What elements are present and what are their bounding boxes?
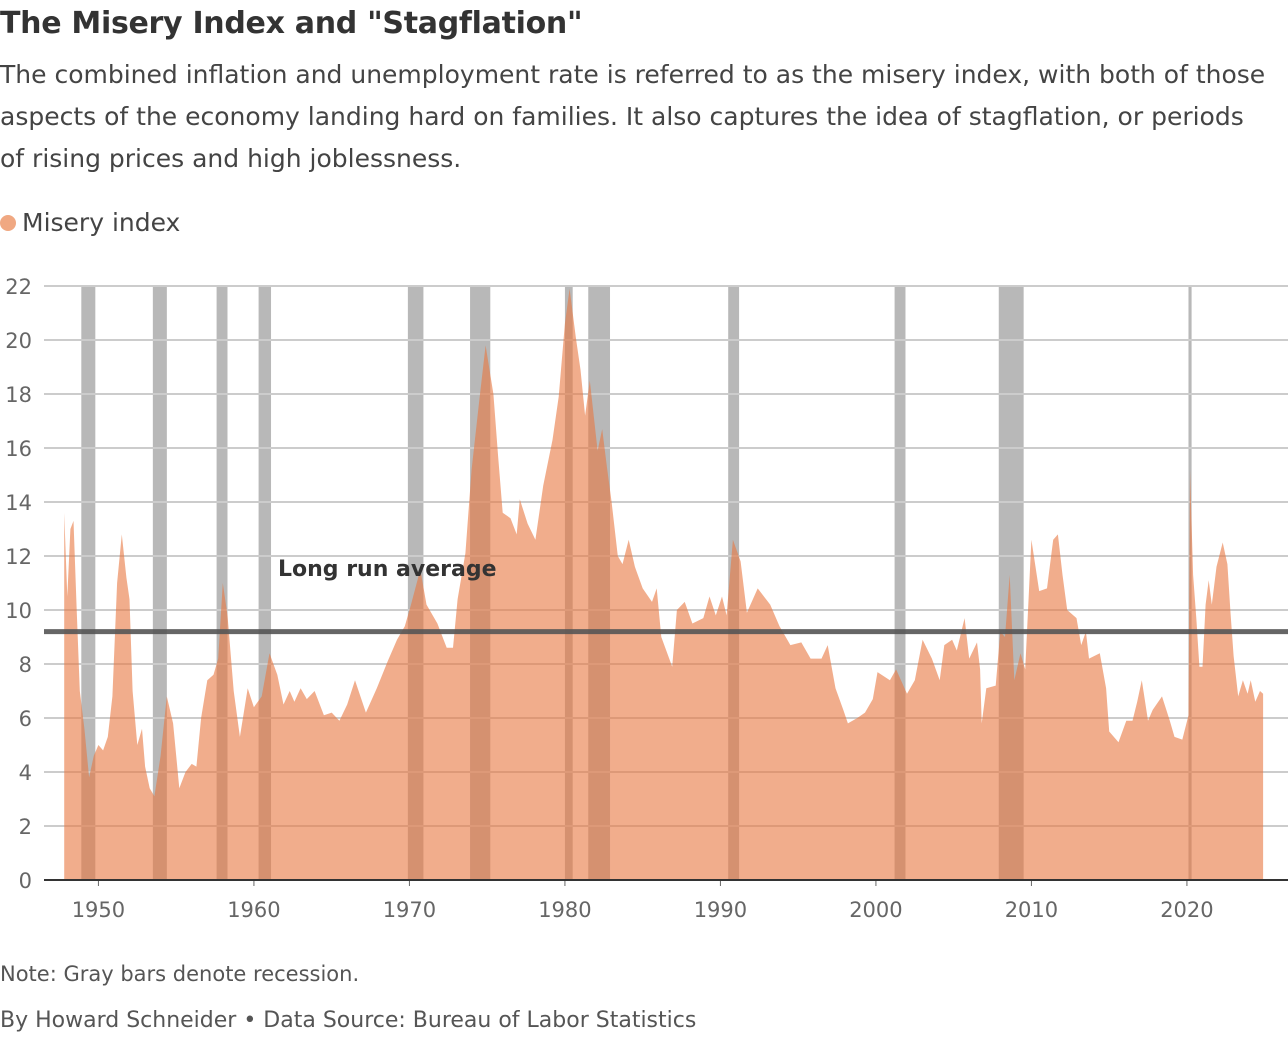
y-tick-label: 20 — [5, 329, 32, 353]
recession-bar — [894, 286, 906, 880]
y-tick-label: 2 — [19, 815, 32, 839]
legend-label: Misery index — [22, 208, 181, 237]
y-tick-label: 22 — [5, 275, 32, 299]
area-series — [64, 288, 1264, 880]
footnote: Note: Gray bars denote recession. — [0, 962, 360, 986]
y-tick-label: 18 — [5, 383, 32, 407]
x-tick-label: 2000 — [849, 898, 902, 922]
chart-title: The Misery Index and "Stagflation" — [0, 6, 583, 41]
y-tick-label: 4 — [19, 761, 32, 785]
x-tick-label: 1960 — [227, 898, 280, 922]
x-tick-label: 1950 — [72, 898, 125, 922]
y-tick-label: 16 — [5, 437, 32, 461]
y-tick-label: 6 — [19, 707, 32, 731]
x-tick-label: 1980 — [538, 898, 591, 922]
long-run-average-label: Long run average — [278, 557, 497, 582]
byline: By Howard Schneider • Data Source: Burea… — [0, 1008, 697, 1033]
axes: 0 2 4 6 8 10 12 14 16 18 20 22 1950 1960 1970 1980 1990 2… — [5, 275, 1288, 922]
recession-bar — [81, 286, 96, 880]
y-tick-label: 12 — [5, 545, 32, 569]
recession-bar — [216, 286, 228, 880]
misery-index-area — [64, 288, 1264, 880]
x-tick-label: 1970 — [383, 898, 436, 922]
x-tick-label: 1990 — [694, 898, 747, 922]
reference-line-group: Long run average — [44, 557, 1288, 635]
y-tick-label: 8 — [19, 653, 32, 677]
x-tick-label: 2010 — [1005, 898, 1058, 922]
y-tick-label: 14 — [5, 491, 32, 515]
legend: Misery index — [0, 208, 180, 237]
x-tick-label: 2020 — [1160, 898, 1213, 922]
y-tick-label: 0 — [19, 869, 32, 893]
y-tick-label: 10 — [5, 599, 32, 623]
legend-swatch — [0, 214, 16, 231]
chart-subtitle: The combined inflation and unemployment … — [0, 60, 1266, 173]
